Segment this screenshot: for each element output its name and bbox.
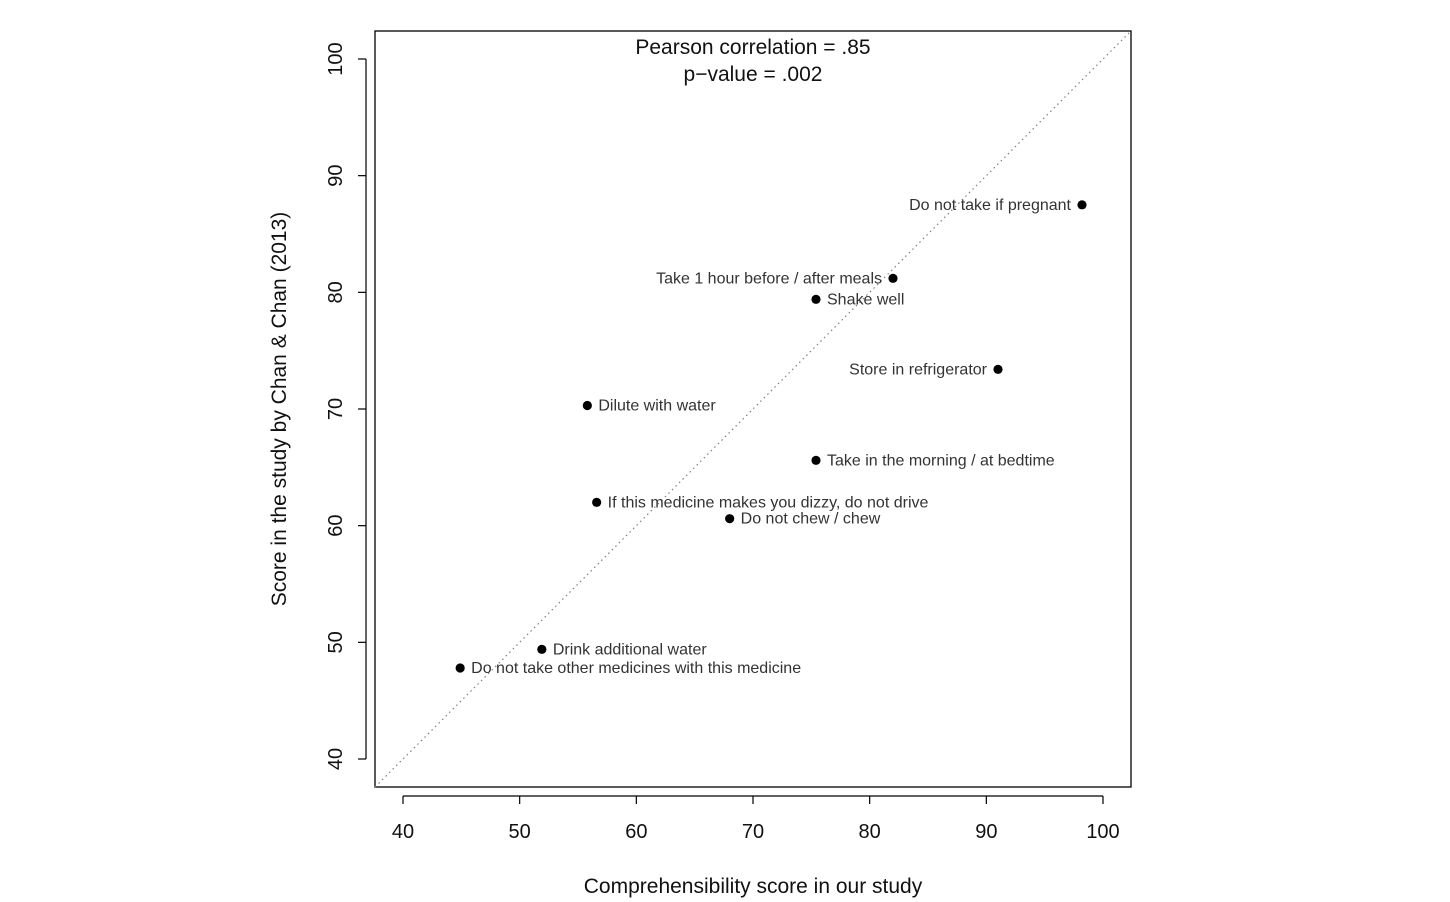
identity-line-group [374, 30, 1132, 788]
data-point-label: Do not take other medicines with this me… [471, 660, 801, 677]
x-tick-label: 50 [509, 821, 531, 843]
x-axis-label: Comprehensibility score in our study [584, 875, 923, 898]
x-axis: 40 50 60 70 80 90 100 [392, 795, 1120, 843]
chart-title: Pearson correlation = .85 [635, 36, 870, 59]
chart-subtitle: p−value = .002 [684, 63, 823, 86]
x-tick-label: 60 [625, 821, 647, 843]
data-point-label: If this medicine makes you dizzy, do not… [608, 494, 929, 511]
plot-frame [374, 30, 1132, 788]
y-tick-label: 50 [325, 631, 347, 653]
data-point [592, 497, 602, 507]
y-tick-label: 70 [325, 398, 347, 420]
y-tick-label: 60 [325, 515, 347, 537]
data-point [993, 364, 1003, 374]
data-point-label: Drink additional water [553, 641, 708, 658]
data-point [537, 644, 547, 654]
data-point-labels: Do not take if pregnant Take 1 hour befor… [471, 197, 1071, 677]
data-point-label: Do not chew / chew [741, 511, 881, 528]
data-point [811, 455, 821, 465]
data-point [811, 294, 821, 304]
data-point-label: Store in refrigerator [849, 361, 988, 378]
identity-line [374, 30, 1132, 788]
x-tick-label: 40 [392, 821, 414, 843]
x-tick-label: 70 [742, 821, 764, 843]
data-point [725, 514, 735, 524]
data-point-label: Shake well [827, 291, 904, 308]
data-point-label: Dilute with water [598, 398, 716, 415]
data-point-label: Take 1 hour before / after meals [656, 270, 882, 287]
x-tick-label: 80 [859, 821, 881, 843]
data-point-label: Take in the morning / at bedtime [827, 452, 1055, 469]
x-tick-label: 90 [975, 821, 997, 843]
y-tick-label: 40 [325, 748, 347, 770]
data-point [582, 400, 592, 411]
y-tick-label: 90 [325, 165, 347, 187]
data-points [455, 200, 1087, 673]
data-point-label: Do not take if pregnant [909, 197, 1071, 214]
y-tick-label: 80 [325, 281, 347, 303]
y-axis-label: Score in the study by Chan & Chan (2013) [268, 212, 291, 607]
y-tick-label: 100 [325, 42, 347, 75]
x-tick-label: 100 [1086, 821, 1119, 843]
y-axis: 40 50 60 70 80 90 100 [325, 42, 367, 770]
data-point [1077, 200, 1087, 210]
data-point [888, 273, 898, 283]
data-point [455, 663, 465, 673]
